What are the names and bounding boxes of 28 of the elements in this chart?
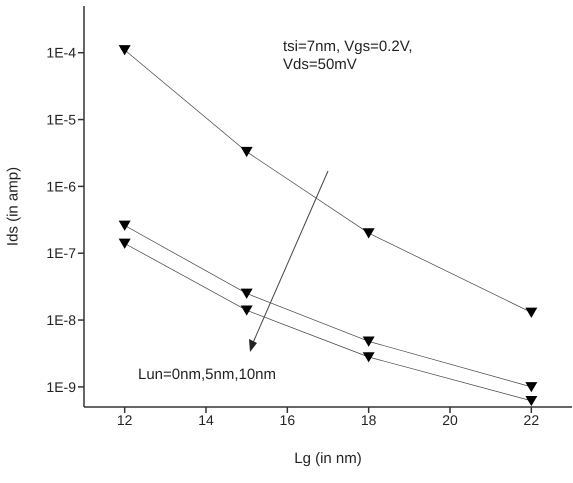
point xyxy=(118,238,131,249)
x-tick-label: 16 xyxy=(280,412,296,428)
x-tick-label: 20 xyxy=(442,412,458,428)
y-tick-label: 1E-7 xyxy=(46,245,76,262)
point xyxy=(362,352,375,362)
point xyxy=(118,220,131,231)
point xyxy=(240,305,253,316)
point xyxy=(240,146,253,158)
x-tick-label: 18 xyxy=(360,412,377,428)
x-tick-label: 14 xyxy=(198,412,214,428)
point xyxy=(525,382,538,392)
point xyxy=(362,228,375,238)
y-tick-label: 1E-9 xyxy=(46,378,76,395)
y-tick-label: 1E-4 xyxy=(46,44,76,61)
x-axis-title: Lg (in nm) xyxy=(294,450,362,467)
point xyxy=(525,308,538,318)
point xyxy=(118,45,131,56)
annotation: tsi=7nm, Vgs=0.2V, Vds=50mV xyxy=(283,38,414,74)
y-tick-label: 1E-6 xyxy=(46,178,76,194)
annotation: Lun=0nm,5nm,10nm xyxy=(138,366,276,383)
point xyxy=(362,336,375,347)
point xyxy=(525,396,538,406)
point xyxy=(240,288,253,299)
y-tick-label: 1E-5 xyxy=(46,112,76,128)
x-tick-label: 22 xyxy=(524,412,540,428)
y-tick-label: 1E-8 xyxy=(46,312,76,328)
y-axis-title: Ids (in amp) xyxy=(4,166,22,246)
x-tick-label: 12 xyxy=(116,412,133,428)
